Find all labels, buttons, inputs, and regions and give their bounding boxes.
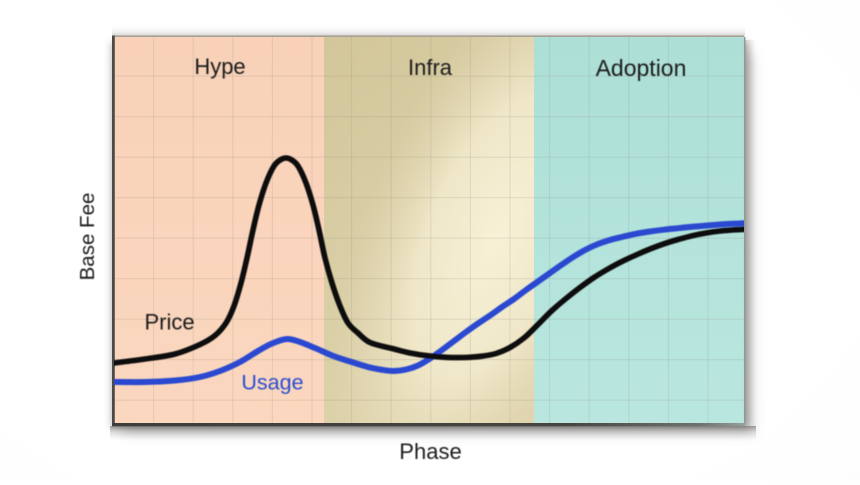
svg-text:Base Fee: Base Fee: [76, 193, 99, 281]
svg-text:Hype: Hype: [194, 54, 245, 79]
svg-text:Usage: Usage: [241, 370, 303, 394]
svg-text:Price: Price: [145, 309, 195, 334]
svg-text:Phase: Phase: [399, 439, 461, 464]
svg-text:Adoption: Adoption: [596, 55, 687, 81]
svg-text:Infra: Infra: [408, 55, 453, 80]
